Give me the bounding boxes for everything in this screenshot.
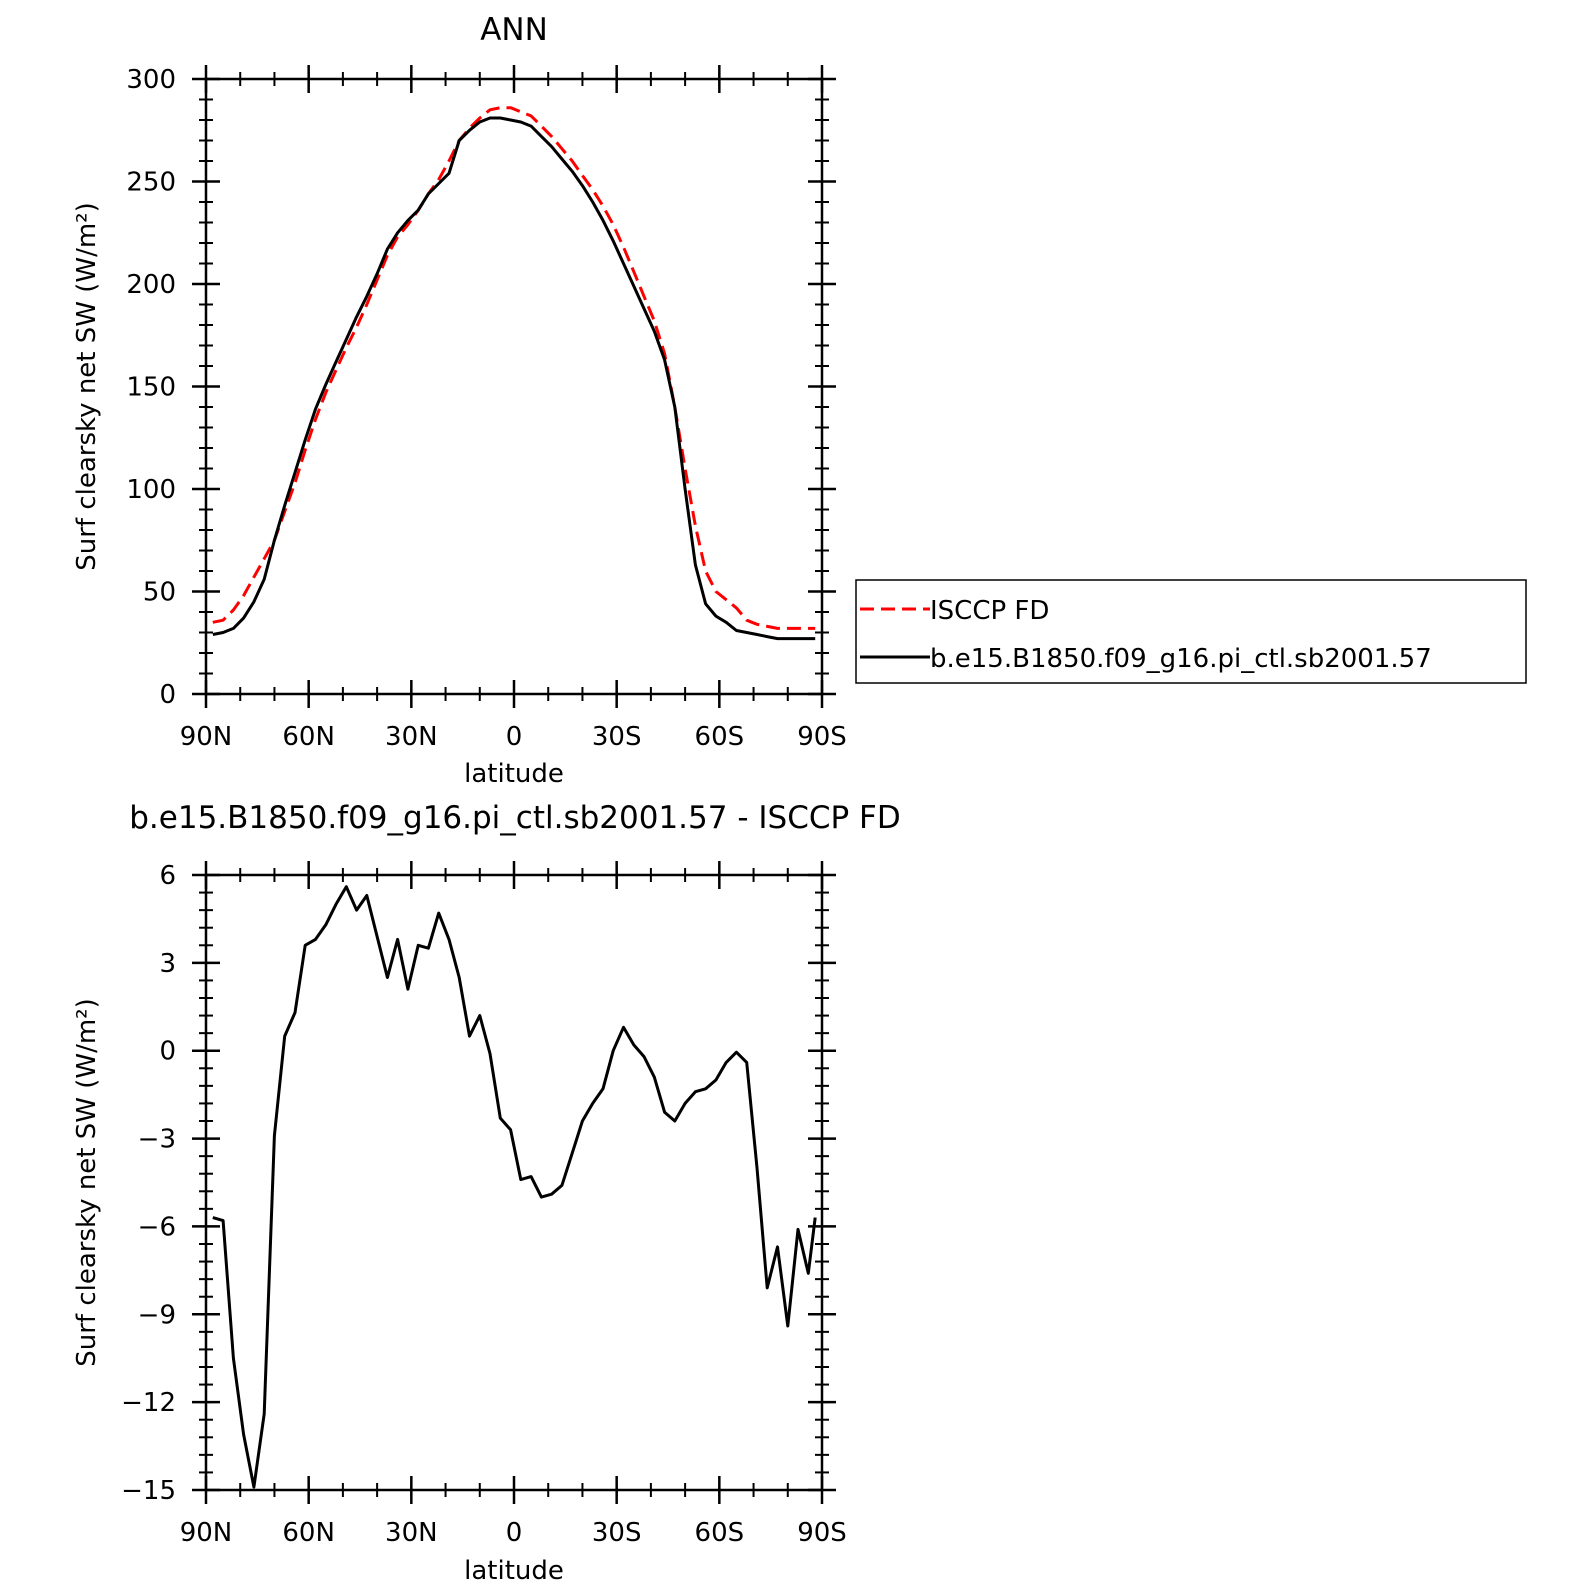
y-tick-label: 0 — [159, 680, 176, 710]
series-line-isccp-fd — [212, 106, 816, 630]
legend-box — [855, 579, 1527, 684]
chart-title: b.e15.B1850.f09_g16.pi_ctl.sb2001.57 - I… — [129, 800, 901, 836]
y-tick-label: −3 — [138, 1125, 176, 1155]
series-line-difference — [212, 885, 817, 1489]
x-tick-label: 60S — [695, 1518, 745, 1548]
series-line-b-e15-b1850-f09-g16-pi-ctl-sb2001-57 — [212, 116, 816, 641]
y-axis-label: Surf clearsky net SW (W/m²) — [72, 202, 102, 570]
x-tick-label: 60N — [282, 722, 335, 752]
y-tick-label: 3 — [159, 949, 176, 979]
x-tick-label: 90S — [797, 1518, 847, 1548]
x-tick-label: 30N — [385, 1518, 438, 1548]
x-tick-label: 90N — [180, 1518, 233, 1548]
x-tick-label: 30N — [385, 722, 438, 752]
chart-panel-1: ANN 90N 60N 30N 0 30S 60S 90S 0 50 100 150 200 250 300… — [72, 12, 1527, 789]
x-tick-label: 0 — [506, 722, 523, 752]
plot-frame — [204, 77, 824, 696]
x-axis-label: latitude — [464, 759, 564, 789]
legend: ISCCP FD b.e15.B1850.f09_g16.pi_ctl.sb200… — [855, 579, 1527, 684]
y-axis-label: Surf clearsky net SW (W/m²) — [72, 998, 102, 1366]
x-tick-label: 90N — [180, 722, 233, 752]
y-tick-label: 50 — [143, 578, 176, 608]
y-tick-label: 0 — [159, 1037, 176, 1067]
y-tick-label: 100 — [126, 475, 176, 505]
legend-label: b.e15.B1850.f09_g16.pi_ctl.sb2001.57 — [930, 644, 1432, 674]
x-axis-label: latitude — [464, 1556, 564, 1586]
y-tick-label: 6 — [159, 861, 176, 891]
y-tick-label: −9 — [138, 1300, 176, 1330]
y-tick-label: 200 — [126, 270, 176, 300]
chart-panel-2: b.e15.B1850.f09_g16.pi_ctl.sb2001.57 - I… — [72, 800, 901, 1586]
x-tick-label: 0 — [506, 1518, 523, 1548]
x-tick-label: 90S — [797, 722, 847, 752]
x-tick-label: 60N — [282, 1518, 335, 1548]
x-tick-label: 60S — [695, 722, 745, 752]
y-tick-label: 150 — [126, 373, 176, 403]
y-tick-label: −6 — [138, 1212, 176, 1242]
chart-title: ANN — [480, 12, 548, 48]
y-tick-label: 300 — [126, 65, 176, 95]
y-tick-label: −12 — [121, 1388, 176, 1418]
y-tick-label: −15 — [121, 1476, 176, 1506]
legend-label: ISCCP FD — [930, 596, 1049, 626]
plot-frame — [204, 873, 824, 1492]
x-tick-label: 30S — [592, 722, 642, 752]
x-tick-label: 30S — [592, 1518, 642, 1548]
y-tick-label: 250 — [126, 168, 176, 198]
